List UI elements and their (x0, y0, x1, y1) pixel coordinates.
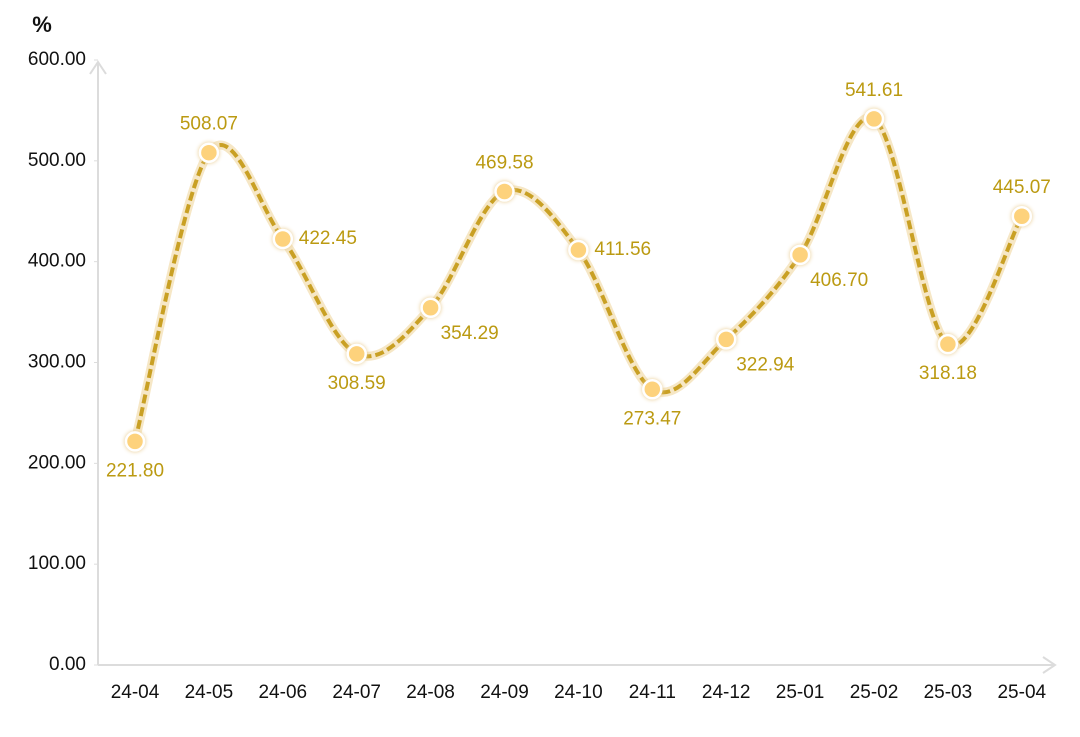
point (198, 142, 220, 163)
y-tick-label: 600.00 (28, 49, 86, 70)
point (789, 244, 811, 266)
data-label: 273.47 (623, 408, 681, 429)
x-axis-arrow (1042, 656, 1057, 674)
data-label: 422.45 (299, 228, 357, 249)
y-tick-label: 400.00 (28, 251, 86, 272)
data-label: 221.80 (106, 460, 164, 481)
point (346, 343, 367, 365)
data-label: 411.56 (594, 239, 651, 260)
x-tick-label: 25-01 (776, 682, 825, 703)
data-label: 445.07 (993, 177, 1051, 198)
point (494, 181, 515, 202)
point (420, 297, 441, 319)
x-tick-label: 24-10 (554, 682, 603, 703)
point (937, 333, 959, 355)
x-tick-label: 24-12 (702, 682, 751, 703)
y-axis-arrow (89, 60, 107, 75)
y-tick-label: 200.00 (28, 452, 86, 473)
x-tick-label: 24-05 (185, 682, 234, 703)
point (863, 108, 885, 130)
x-tick-label: 24-08 (406, 682, 455, 703)
x-tick-label: 24-06 (258, 682, 307, 703)
point (642, 379, 663, 400)
data-label: 322.94 (736, 354, 795, 375)
x-tick-label: 24-07 (332, 682, 381, 703)
x-tick-label: 24-09 (480, 682, 529, 703)
data-label: 508.07 (180, 114, 238, 135)
x-tick-label: 25-02 (850, 682, 899, 703)
point (272, 228, 294, 250)
line (133, 115, 1024, 442)
y-axis-label: % (32, 12, 52, 37)
data-label: 541.61 (845, 80, 903, 101)
point (715, 329, 737, 350)
point (1011, 205, 1033, 227)
data-label: 406.70 (810, 270, 868, 291)
x-tick-label: 25-03 (924, 682, 973, 703)
point (568, 239, 589, 261)
x-tick-label: 25-04 (997, 682, 1046, 703)
point (124, 431, 146, 452)
line-glow (130, 113, 1027, 446)
data-label: 469.58 (475, 153, 533, 174)
data-label: 308.59 (328, 373, 386, 394)
data-label: 354.29 (441, 323, 499, 344)
y-tick-label: 0.00 (49, 654, 86, 675)
data-label: 318.18 (919, 363, 977, 384)
y-tick-label: 100.00 (28, 553, 86, 574)
x-tick-label: 24-11 (629, 682, 676, 703)
x-tick-label: 24-04 (111, 682, 160, 703)
y-tick-label: 300.00 (28, 352, 86, 373)
y-tick-label: 500.00 (28, 150, 86, 171)
